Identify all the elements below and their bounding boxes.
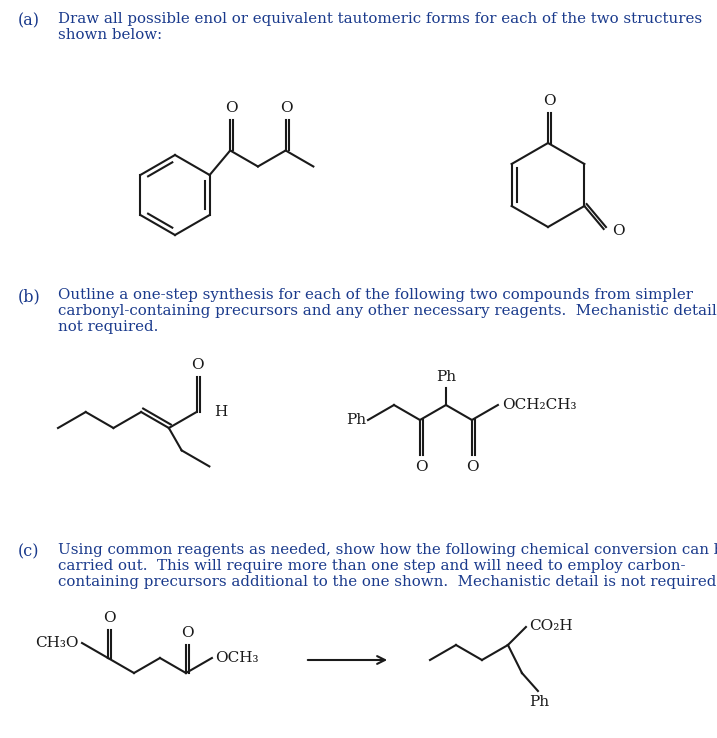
- Text: O: O: [543, 94, 555, 108]
- Text: OCH₃: OCH₃: [215, 651, 258, 665]
- Text: CO₂H: CO₂H: [529, 619, 573, 633]
- Text: Ph: Ph: [346, 413, 366, 427]
- Text: (a): (a): [18, 12, 40, 29]
- Text: O: O: [467, 460, 479, 474]
- Text: O: O: [225, 102, 237, 115]
- Text: O: O: [280, 102, 293, 115]
- Text: Outline a one-step synthesis for each of the following two compounds from simple: Outline a one-step synthesis for each of…: [58, 288, 717, 334]
- Text: OCH₂CH₃: OCH₂CH₃: [502, 398, 576, 412]
- Text: Using common reagents as needed, show how the following chemical conversion can : Using common reagents as needed, show ho…: [58, 543, 717, 590]
- Text: CH₃O: CH₃O: [36, 636, 79, 650]
- Text: O: O: [612, 224, 625, 238]
- Text: H: H: [214, 405, 228, 419]
- Text: Ph: Ph: [436, 370, 456, 384]
- Text: O: O: [191, 358, 204, 372]
- Text: O: O: [414, 460, 427, 474]
- Text: Ph: Ph: [529, 695, 549, 709]
- Text: O: O: [103, 611, 115, 625]
- Text: Draw all possible enol or equivalent tautomeric forms for each of the two struct: Draw all possible enol or equivalent tau…: [58, 12, 702, 42]
- Text: (b): (b): [18, 288, 41, 305]
- Text: O: O: [181, 626, 194, 640]
- Text: (c): (c): [18, 543, 39, 560]
